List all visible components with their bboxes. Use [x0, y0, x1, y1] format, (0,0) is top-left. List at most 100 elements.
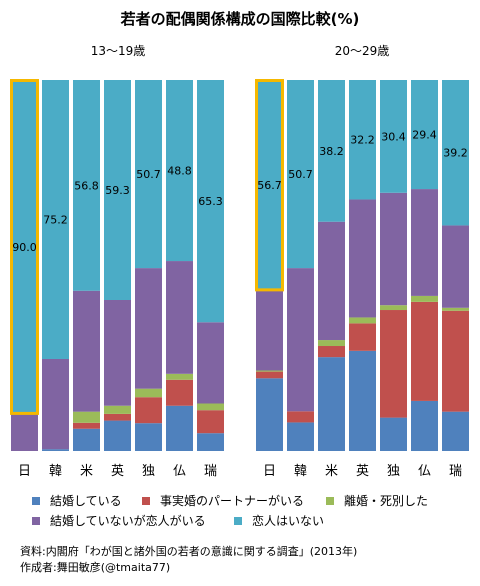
tick-label: 独 [142, 464, 155, 479]
data-label: 39.2 [443, 147, 468, 160]
data-label: 90.0 [12, 241, 37, 254]
data-label: 29.4 [412, 129, 437, 142]
panel-subtitle: 20〜29歳 [335, 44, 390, 58]
data-label: 50.7 [288, 168, 313, 181]
tick-label: 英 [356, 464, 369, 479]
highlight-outline [255, 79, 284, 292]
data-label: 32.2 [350, 134, 375, 147]
bar-segment [73, 80, 100, 291]
tick-label: 米 [325, 464, 338, 479]
data-label: 56.7 [257, 179, 282, 192]
bar-segment [256, 290, 283, 371]
bar-segment [135, 388, 162, 398]
tick-label: 韓 [294, 464, 307, 479]
legend-item: 結婚していないが恋人がいる [32, 512, 206, 529]
bar-segment [166, 80, 193, 262]
bar-segment [318, 357, 345, 451]
bar-segment [256, 370, 283, 372]
bar-segment [104, 420, 131, 451]
tick-label: 瑞 [449, 464, 462, 479]
bars-20-29: 56.7 日 50.7 韓 38.2 米 32.2 英 30.4 独 29.4 仏 39.2 瑞 [255, 79, 469, 479]
tick-label: 独 [387, 464, 400, 479]
bar-segment [442, 307, 469, 311]
legend-label: 結婚している [50, 494, 122, 508]
bar-segment [318, 80, 345, 222]
bar-segment [411, 400, 438, 452]
tick-label: 仏 [173, 464, 186, 479]
legend-label: 離婚・死別した [344, 494, 429, 508]
bar-segment [166, 405, 193, 451]
bar-segment [135, 397, 162, 424]
data-label: 56.8 [74, 179, 99, 192]
bar-segment [11, 413, 38, 451]
bar-segment [380, 305, 407, 311]
tick-label: 仏 [418, 464, 431, 479]
bar-segment [442, 310, 469, 412]
bar-segment [411, 80, 438, 190]
legend-swatch-purple [32, 516, 40, 525]
bar-segment [380, 80, 407, 193]
chart-title: 若者の配偶関係構成の国際比較(%) [120, 10, 360, 28]
source-text: 資料:内閣府「わが国と諸外国の若者の意識に関する調査」(2013年) [20, 545, 358, 558]
bar-segment [287, 268, 314, 412]
author-text: 作成者:舞田敏彦(@tmaita77) [20, 561, 171, 574]
data-label: 48.8 [167, 165, 192, 178]
bar-segment [256, 378, 283, 451]
bar-segment [349, 80, 376, 200]
highlight-outline [10, 79, 39, 415]
panel-subtitle: 13〜19歳 [91, 44, 146, 58]
bar-segment [411, 301, 438, 401]
panel-13-19: 13〜19歳 90.0 日 75.2 韓 56.8 米 59.3 英 50.7 独 48.8 仏 65.… [10, 44, 224, 479]
bar-segment [73, 290, 100, 412]
bar-segment [349, 323, 376, 351]
tick-label: 日 [263, 464, 276, 479]
bar-segment [104, 413, 131, 421]
bar-segment [442, 225, 469, 308]
bar-segment [197, 80, 224, 323]
tick-label: 韓 [49, 464, 62, 479]
bar-segment [73, 411, 100, 423]
bar-segment [42, 358, 69, 450]
bar-segment [442, 80, 469, 226]
legend-swatch-green [326, 496, 334, 505]
data-label: 30.4 [381, 130, 406, 143]
bar-segment [197, 410, 224, 434]
bar-segment [380, 310, 407, 418]
data-label: 65.3 [198, 195, 223, 208]
bar-segment [42, 80, 69, 359]
bar-segment [287, 422, 314, 451]
bar-segment [349, 317, 376, 324]
legend-swatch-cyan [234, 516, 242, 525]
bar-segment [256, 371, 283, 379]
bar-segment [166, 261, 193, 374]
bar-segment [256, 80, 283, 291]
bar-segment [135, 80, 162, 269]
bar-segment [287, 411, 314, 423]
bar-segment [104, 300, 131, 406]
bar-segment [135, 423, 162, 451]
bar-segment [166, 379, 193, 406]
tick-label: 米 [80, 464, 93, 479]
panel-20-29: 20〜29歳 56.7 日 50.7 韓 38.2 米 32.2 英 30.4 独 29.4 仏 39.… [255, 44, 469, 479]
bar-segment [73, 428, 100, 451]
bars-13-19: 90.0 日 75.2 韓 56.8 米 59.3 英 50.7 独 48.8 仏 65.3 瑞 [10, 79, 224, 479]
legend-item: 事実婚のパートナーがいる [142, 492, 304, 509]
bar-segment [11, 80, 38, 414]
bar-segment [442, 411, 469, 451]
source-note: 資料:内閣府「わが国と諸外国の若者の意識に関する調査」(2013年) 作成者:舞… [20, 544, 357, 576]
bar-segment [42, 449, 69, 451]
legend-item: 恋人はいない [234, 512, 324, 529]
tick-label: 英 [111, 464, 124, 479]
legend-label: 事実婚のパートナーがいる [160, 494, 305, 508]
legend-swatch-blue [32, 496, 40, 505]
bar-segment [135, 268, 162, 389]
bar-segment [318, 346, 345, 358]
data-label: 75.2 [43, 214, 68, 227]
bar-segment [318, 221, 345, 341]
bar-segment [166, 373, 193, 380]
bar-segment [197, 433, 224, 451]
bar-segment [411, 295, 438, 302]
data-label: 59.3 [105, 184, 130, 197]
bar-segment [349, 350, 376, 451]
data-label: 38.2 [319, 145, 344, 158]
